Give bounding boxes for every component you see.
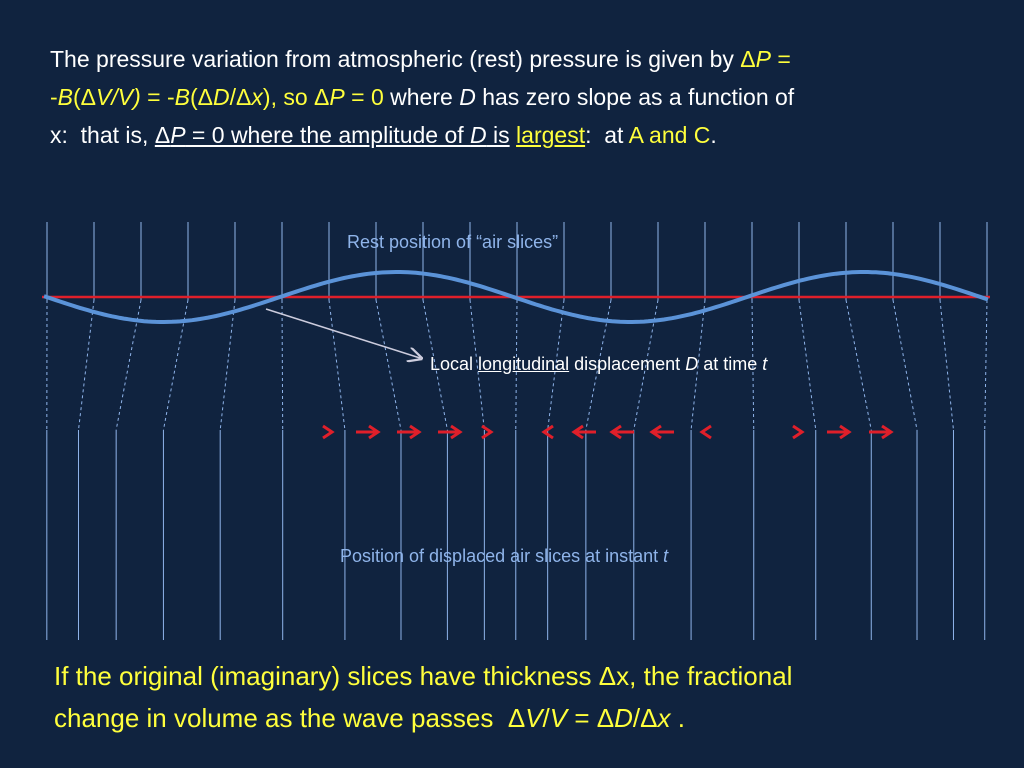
text-run: = Δ [567,703,615,733]
text-run: D [614,703,633,733]
text-run: P [170,122,186,148]
slice-guide [515,299,518,431]
slice-guide [939,299,954,431]
text-run: /Δ [229,84,252,110]
slice-guide [469,299,485,431]
text-run: Δ [740,46,756,72]
direction-arrow [481,424,494,440]
footer-text: If the original (imaginary) slices have … [54,655,792,739]
direction-arrow [649,424,674,440]
text-run: x: that is, [50,122,155,148]
slice-guide [162,299,189,431]
slice-guide [77,299,95,431]
slice-guide [690,299,706,431]
text-run: / [542,703,550,733]
slice-guide [751,299,755,431]
direction-arrow [356,424,381,440]
text-run: V [525,703,543,733]
text-run: . [710,122,717,148]
slice-guide [845,299,872,431]
text-run: : at [585,122,629,148]
text-run: B [174,84,190,110]
displaced-label: Position of displaced air slices at inst… [340,546,668,567]
text-run: Local [430,354,479,374]
text-run: Δ [154,122,171,148]
direction-arrow [609,424,634,440]
text-run: D [213,84,230,110]
text-run: t [762,354,768,374]
text-run: - [50,84,58,110]
slice-guide [375,299,402,431]
text-run: A and C [628,122,711,148]
direction-arrow [541,424,554,440]
text-run: longitudinal [478,354,570,374]
text-run: where [383,84,460,110]
text-run: Position of displaced air slices at inst… [340,546,664,566]
text-run: displacement [569,354,686,374]
text-run: = [770,46,791,72]
text-run: at time [698,354,763,374]
direction-arrow [869,424,894,440]
text-run: V/V) [96,84,141,110]
text-run: (Δ [73,84,97,110]
rest-label: Rest position of “air slices” [347,232,559,252]
slice-guide [585,299,612,431]
text-run: = - [140,84,175,110]
direction-arrow [571,424,596,440]
slice-guide [547,299,565,431]
text-run: largest [516,122,586,148]
pointer-arrow [265,308,420,358]
intro-text: The pressure variation from atmospheric … [50,40,794,154]
text-run: D [459,84,476,110]
text-run: change in volume as the wave passes Δ [54,703,526,733]
text-run: D [470,122,487,148]
text-run: . [670,703,685,733]
text-run: If the original (imaginary) slices have … [54,661,793,691]
text-run: D [685,354,699,374]
text-run: is [486,122,510,148]
text-run: P [329,84,345,110]
direction-arrow [397,424,422,440]
direction-arrow [699,424,712,440]
text-run: t [663,546,669,566]
displacement-wave [43,270,989,324]
text-run: /Δ [632,703,658,733]
direction-arrow [792,424,805,440]
direction-arrow [322,424,335,440]
slice-guide [633,299,659,431]
text-run: = 0 where the amplitude of [185,122,471,148]
slice-guide [984,299,988,431]
text-run: The pressure variation from atmospheric … [50,46,741,72]
slice-guide [115,299,142,431]
text-run: = 0 [344,84,384,110]
text-run: B [57,84,74,110]
text-run: V [549,703,568,733]
slice-guide [892,299,918,431]
slice-guide [798,299,817,431]
text-run: has zero slope as a function of [475,84,795,110]
text-run: (Δ [190,84,214,110]
slice-guide [281,299,284,431]
slice-guide [422,299,448,431]
text-run: ), so Δ [262,84,330,110]
text-run: x [657,703,671,733]
direction-arrow [438,424,463,440]
slice-guide [219,299,236,431]
direction-arrow [827,424,852,440]
text-run: P [755,46,771,72]
text-run: x [251,84,263,110]
slice-guide [328,299,346,431]
displacement-label: Local longitudinal displacement D at tim… [430,354,767,375]
